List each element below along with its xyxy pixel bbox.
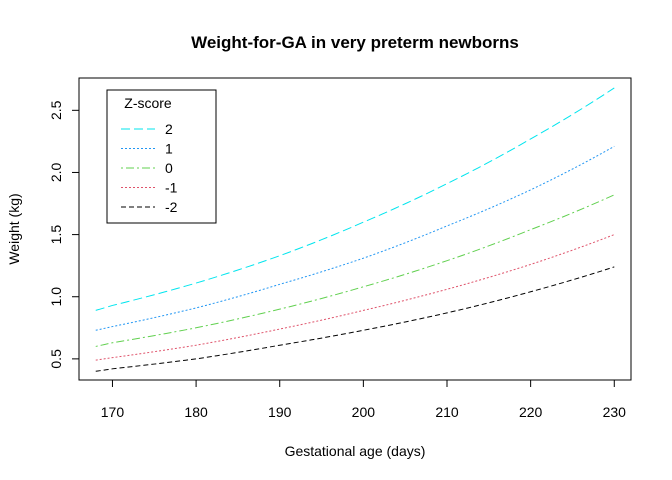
x-axis-label: Gestational age (days): [285, 443, 426, 459]
series-line-2: [95, 145, 615, 331]
x-axis: 170 180 190 200 210 220 230: [101, 379, 627, 420]
x-tick-label: 180: [184, 404, 208, 420]
y-tick-label: 1.0: [48, 287, 64, 307]
legend-label: 0: [165, 160, 173, 176]
legend-label: -2: [165, 199, 178, 215]
x-tick-label: 220: [519, 404, 543, 420]
series-line-3: [95, 194, 615, 347]
x-tick-label: 210: [435, 404, 459, 420]
x-tick-label: 190: [268, 404, 292, 420]
legend-label: -1: [165, 180, 178, 196]
y-tick-label: 1.5: [48, 225, 64, 245]
series-layer: [95, 87, 615, 372]
x-tick-label: 200: [352, 404, 376, 420]
series-line-5: [95, 266, 615, 372]
legend-label: 2: [165, 121, 173, 137]
y-axis-label: Weight (kg): [6, 193, 22, 264]
y-tick-label: 0.5: [48, 349, 64, 369]
x-tick-label: 170: [101, 404, 125, 420]
x-tick-label: 230: [603, 404, 627, 420]
legend-box: [106, 89, 217, 224]
y-tick-label: 2.0: [48, 163, 64, 183]
series-line-4: [95, 234, 615, 361]
legend-label: 1: [165, 141, 173, 157]
series-line-1: [95, 87, 615, 311]
y-tick-label: 2.5: [48, 100, 64, 120]
y-axis: 0.5 1.0 1.5 2.0 2.5: [48, 100, 80, 369]
legend-title: Z-score: [124, 95, 172, 111]
legend: Z-score 2 1 0 -1 -2: [106, 89, 217, 224]
chart-title: Weight-for-GA in very preterm newborns: [191, 33, 519, 52]
